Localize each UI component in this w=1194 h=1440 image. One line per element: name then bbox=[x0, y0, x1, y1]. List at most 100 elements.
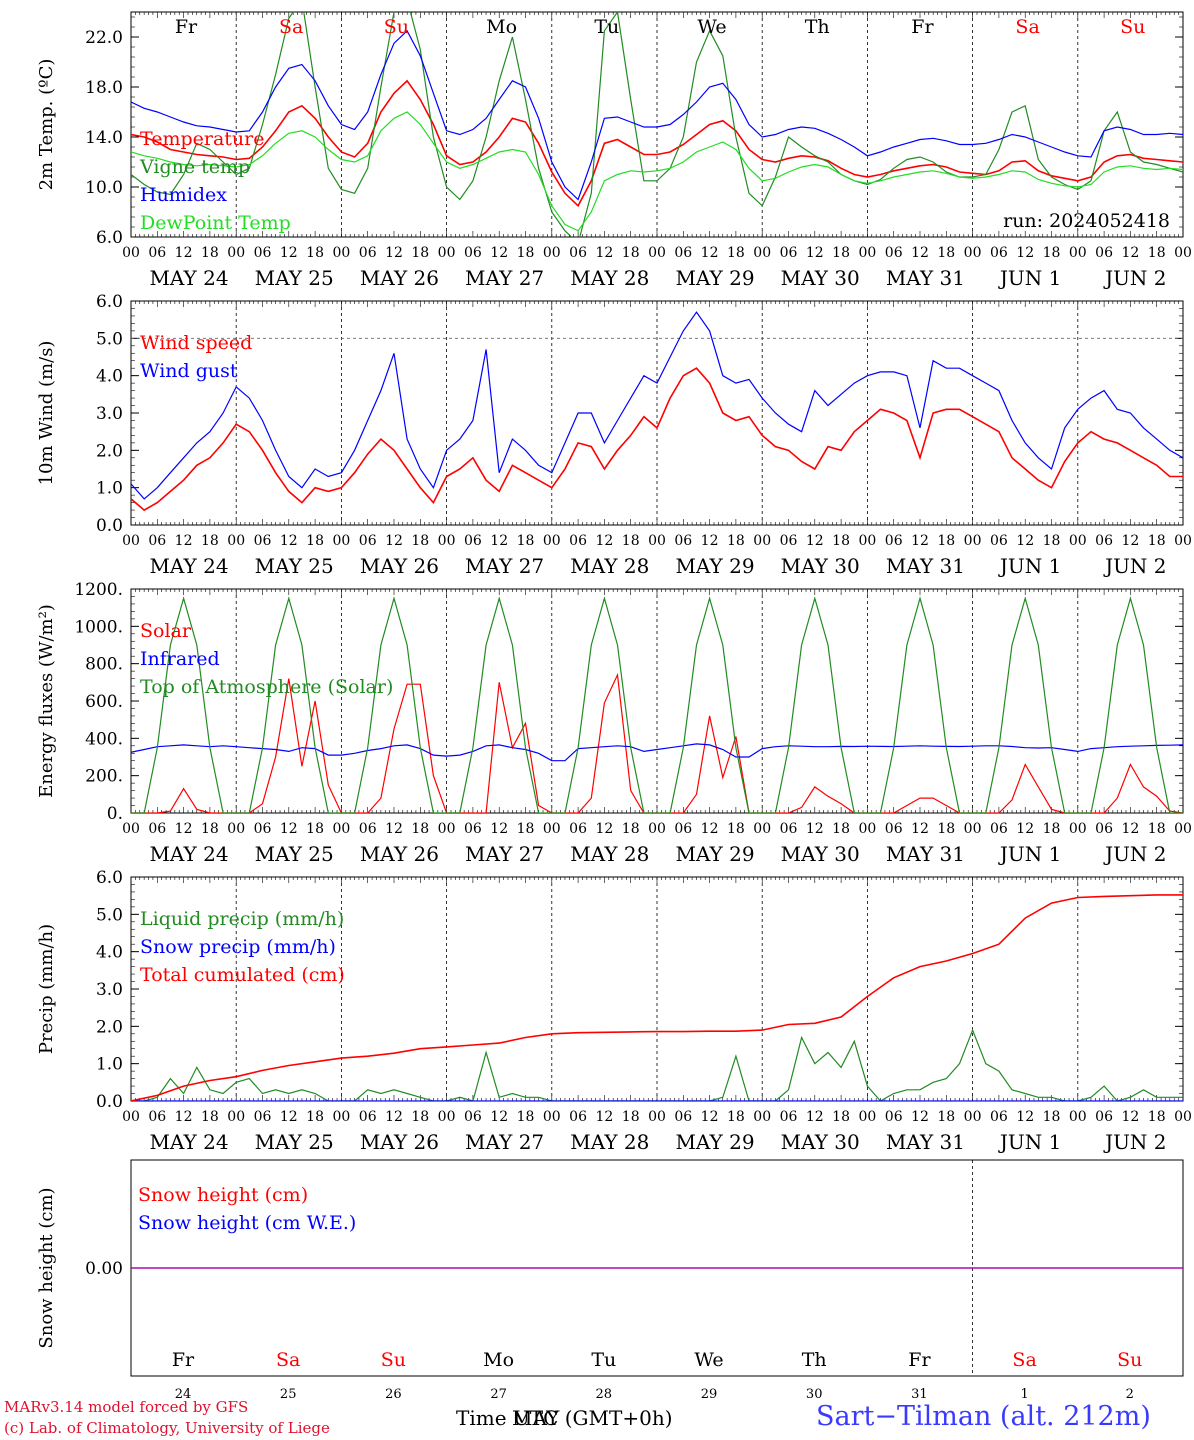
y-tick-label: 6.0 bbox=[96, 228, 123, 248]
hour-tick-label: 12 bbox=[911, 821, 929, 837]
hour-tick-label: 00 bbox=[332, 245, 350, 261]
panel-frame bbox=[130, 588, 1184, 814]
date-label: MAY 25 bbox=[255, 554, 334, 578]
hour-tick-label: 06 bbox=[990, 533, 1008, 549]
weekday-label: Su bbox=[381, 1349, 406, 1371]
y-tick-label: 2.0 bbox=[96, 1017, 123, 1037]
hour-tick-label: 00 bbox=[964, 821, 982, 837]
date-label: MAY 27 bbox=[465, 266, 544, 290]
date-label: MAY 29 bbox=[675, 266, 754, 290]
date-label: JUN 1 bbox=[998, 1130, 1061, 1154]
hour-tick-label: 06 bbox=[464, 1109, 482, 1125]
hour-tick-label: 00 bbox=[753, 1109, 771, 1125]
hour-tick-label: 00 bbox=[438, 821, 456, 837]
y-tick-label: 1000. bbox=[74, 617, 123, 637]
hour-tick-label: 06 bbox=[254, 1109, 272, 1125]
hour-tick-label: 00 bbox=[227, 245, 245, 261]
legend-entry: Snow height (cm W.E.) bbox=[138, 1212, 356, 1234]
series-line bbox=[131, 311, 1183, 500]
hour-tick-label: 00 bbox=[858, 245, 876, 261]
hour-tick-label: 12 bbox=[1121, 245, 1139, 261]
series-line bbox=[131, 367, 1183, 512]
series-line bbox=[131, 596, 1183, 813]
weekday-label: Fr bbox=[175, 16, 198, 38]
hour-tick-label: 00 bbox=[753, 533, 771, 549]
date-label: MAY 24 bbox=[149, 1130, 228, 1154]
date-label: MAY 27 bbox=[465, 1130, 544, 1154]
hour-tick-label: 06 bbox=[254, 533, 272, 549]
panel-frame bbox=[130, 11, 1184, 238]
hour-tick-label: 00 bbox=[1174, 245, 1192, 261]
hour-tick-label: 06 bbox=[990, 1109, 1008, 1125]
hour-tick-label: 18 bbox=[622, 245, 640, 261]
y-tick-label: 0.0 bbox=[96, 1092, 123, 1112]
hour-tick-label: 00 bbox=[648, 1109, 666, 1125]
day-number-label: 27 bbox=[490, 1387, 507, 1402]
day-number-label: 29 bbox=[701, 1387, 718, 1402]
hour-tick-label: 06 bbox=[359, 821, 377, 837]
hour-tick-label: 18 bbox=[517, 821, 535, 837]
hour-tick-label: 00 bbox=[543, 533, 561, 549]
hour-tick-label: 00 bbox=[964, 533, 982, 549]
hour-tick-label: 18 bbox=[727, 1109, 745, 1125]
day-number-label: 24 bbox=[175, 1387, 192, 1402]
hour-tick-label: 18 bbox=[517, 533, 535, 549]
hour-tick-label: 12 bbox=[1121, 821, 1139, 837]
legend-entry: Temperature bbox=[140, 128, 264, 150]
hour-tick-label: 12 bbox=[595, 1109, 613, 1125]
weekday-label: Th bbox=[802, 1349, 827, 1371]
hour-tick-label: 18 bbox=[832, 533, 850, 549]
hour-tick-label: 00 bbox=[964, 1109, 982, 1125]
y-tick-label: 1.0 bbox=[96, 1055, 123, 1075]
hour-tick-label: 00 bbox=[227, 533, 245, 549]
series-line bbox=[131, 894, 1183, 1101]
date-label: MAY 31 bbox=[886, 842, 965, 866]
date-label: JUN 2 bbox=[1103, 266, 1166, 290]
y-tick-label: 200. bbox=[85, 767, 123, 787]
hour-tick-label: 18 bbox=[727, 245, 745, 261]
legend-entry: Solar bbox=[140, 620, 192, 642]
y-axis-label: 2m Temp. (ºC) bbox=[36, 59, 57, 191]
hour-tick-label: 12 bbox=[280, 245, 298, 261]
hour-tick-label: 06 bbox=[1095, 821, 1113, 837]
y-tick-label: 4.0 bbox=[96, 943, 123, 963]
hour-tick-label: 00 bbox=[122, 245, 140, 261]
y-tick-label: 10.0 bbox=[85, 178, 123, 198]
hour-tick-label: 18 bbox=[411, 821, 429, 837]
hour-tick-label: 18 bbox=[832, 821, 850, 837]
hour-tick-label: 06 bbox=[464, 533, 482, 549]
date-label: MAY 26 bbox=[360, 266, 439, 290]
hour-tick-label: 06 bbox=[885, 1109, 903, 1125]
station-name: Sart−Tilman (alt. 212m) bbox=[816, 1401, 1151, 1432]
hour-tick-label: 06 bbox=[780, 533, 798, 549]
date-label: MAY 28 bbox=[570, 842, 649, 866]
legend-entry: Snow precip (mm/h) bbox=[140, 936, 336, 958]
date-label: MAY 27 bbox=[465, 554, 544, 578]
hour-tick-label: 06 bbox=[1095, 1109, 1113, 1125]
date-label: MAY 27 bbox=[465, 842, 544, 866]
date-label: MAY 26 bbox=[360, 842, 439, 866]
series-line bbox=[131, 12, 1183, 237]
date-label: MAY 28 bbox=[570, 554, 649, 578]
hour-tick-label: 12 bbox=[1016, 821, 1034, 837]
weekday-label: Tu bbox=[591, 1349, 616, 1371]
date-label: MAY 29 bbox=[675, 1130, 754, 1154]
date-label: JUN 2 bbox=[1103, 1130, 1166, 1154]
hour-tick-label: 06 bbox=[359, 533, 377, 549]
weekday-label: Fr bbox=[911, 16, 934, 38]
date-label: MAY 26 bbox=[360, 1130, 439, 1154]
date-label: MAY 30 bbox=[781, 266, 860, 290]
hour-tick-label: 00 bbox=[543, 821, 561, 837]
hour-tick-label: 06 bbox=[464, 821, 482, 837]
y-axis-label: Energy fluxes (W/m²) bbox=[36, 604, 57, 798]
hour-tick-label: 00 bbox=[332, 533, 350, 549]
hour-tick-label: 00 bbox=[1069, 1109, 1087, 1125]
y-tick-label: 4.0 bbox=[96, 367, 123, 387]
hour-tick-label: 06 bbox=[990, 245, 1008, 261]
hour-tick-label: 00 bbox=[1174, 821, 1192, 837]
legend-entry: Liquid precip (mm/h) bbox=[140, 908, 344, 930]
date-label: MAY 28 bbox=[570, 266, 649, 290]
hour-tick-label: 06 bbox=[359, 1109, 377, 1125]
hour-tick-label: 18 bbox=[201, 533, 219, 549]
